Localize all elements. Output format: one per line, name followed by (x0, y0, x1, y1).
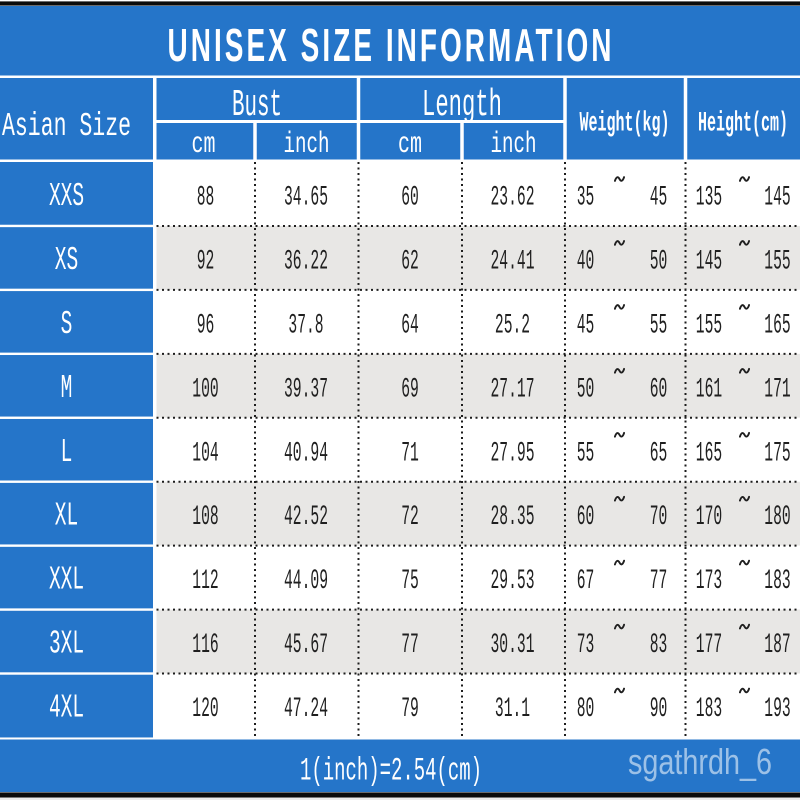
svg-text:inch: inch (284, 128, 330, 162)
svg-text:45: 45 (650, 183, 668, 214)
svg-text:27.95: 27.95 (491, 438, 535, 469)
svg-text:193: 193 (764, 694, 790, 725)
svg-text:60: 60 (577, 502, 595, 533)
svg-text:40: 40 (577, 246, 595, 277)
svg-text:XL: XL (55, 498, 78, 535)
svg-text:39.37: 39.37 (284, 374, 328, 405)
svg-text:27.17: 27.17 (491, 374, 535, 405)
svg-text:3XL: 3XL (49, 626, 84, 663)
svg-text:90: 90 (650, 694, 668, 725)
svg-text:4XL: 4XL (49, 690, 84, 727)
svg-text:24.41: 24.41 (491, 246, 535, 277)
svg-text:145: 145 (696, 246, 722, 277)
svg-text:Height(cm): Height(cm) (698, 109, 788, 140)
svg-text:30.31: 30.31 (491, 630, 535, 661)
svg-text:35: 35 (577, 183, 595, 214)
svg-text:180: 180 (764, 502, 790, 533)
svg-text:Asian Size: Asian Size (2, 108, 131, 145)
svg-text:165: 165 (696, 438, 722, 469)
svg-text:73: 73 (577, 630, 595, 661)
svg-text:65: 65 (650, 438, 668, 469)
svg-text:112: 112 (192, 566, 218, 597)
svg-text:88: 88 (197, 183, 215, 214)
svg-text:75: 75 (401, 566, 419, 597)
svg-text:Bust: Bust (232, 84, 282, 127)
svg-text:sgathrdh_6: sgathrdh_6 (628, 741, 772, 782)
svg-text:170: 170 (696, 502, 722, 533)
svg-text:55: 55 (650, 310, 668, 341)
svg-text:XXL: XXL (49, 562, 84, 599)
svg-text:155: 155 (764, 246, 790, 277)
svg-text:62: 62 (401, 246, 419, 277)
svg-text:187: 187 (764, 630, 790, 661)
svg-text:67: 67 (577, 566, 595, 597)
svg-text:55: 55 (577, 438, 595, 469)
svg-text:80: 80 (577, 694, 595, 725)
svg-text:45.67: 45.67 (284, 630, 328, 661)
svg-text:XS: XS (55, 242, 78, 279)
svg-text:M: M (61, 370, 73, 407)
svg-text:83: 83 (650, 630, 668, 661)
svg-text:155: 155 (696, 310, 722, 341)
svg-text:50: 50 (577, 374, 595, 405)
svg-text:77: 77 (650, 566, 668, 597)
svg-text:165: 165 (764, 310, 790, 341)
svg-text:145: 145 (764, 183, 790, 214)
svg-text:47.24: 47.24 (284, 694, 328, 725)
svg-text:79: 79 (401, 694, 419, 725)
svg-text:UNISEX SIZE INFORMATION: UNISEX SIZE INFORMATION (168, 19, 615, 71)
svg-text:60: 60 (650, 374, 668, 405)
svg-text:XXS: XXS (49, 178, 84, 215)
svg-text:40.94: 40.94 (284, 438, 328, 469)
svg-text:L: L (61, 434, 73, 471)
svg-text:70: 70 (650, 502, 668, 533)
svg-text:135: 135 (696, 183, 722, 214)
svg-text:inch: inch (491, 128, 537, 162)
svg-text:42.52: 42.52 (284, 502, 328, 533)
svg-text:69: 69 (401, 374, 419, 405)
svg-text:50: 50 (650, 246, 668, 277)
svg-text:183: 183 (764, 566, 790, 597)
svg-text:108: 108 (192, 502, 218, 533)
svg-text:171: 171 (764, 374, 790, 405)
svg-text:44.09: 44.09 (284, 566, 328, 597)
svg-text:45: 45 (577, 310, 595, 341)
svg-text:161: 161 (696, 374, 722, 405)
svg-text:72: 72 (401, 502, 419, 533)
svg-text:28.35: 28.35 (491, 502, 535, 533)
svg-text:60: 60 (401, 183, 419, 214)
svg-text:Length: Length (422, 84, 502, 127)
svg-text:183: 183 (696, 694, 722, 725)
svg-text:23.62: 23.62 (491, 183, 535, 214)
svg-text:96: 96 (197, 310, 215, 341)
svg-text:34.65: 34.65 (284, 183, 328, 214)
svg-text:120: 120 (192, 694, 218, 725)
svg-text:104: 104 (192, 438, 218, 469)
svg-text:173: 173 (696, 566, 722, 597)
svg-text:Weight(kg): Weight(kg) (580, 109, 670, 140)
svg-text:S: S (61, 306, 73, 343)
svg-text:116: 116 (192, 630, 218, 661)
svg-text:64: 64 (401, 310, 419, 341)
svg-text:100: 100 (192, 374, 218, 405)
svg-text:1(inch)=2.54(cm): 1(inch)=2.54(cm) (300, 753, 482, 790)
svg-text:cm: cm (192, 128, 216, 162)
svg-text:25.2: 25.2 (495, 310, 530, 341)
svg-text:cm: cm (398, 128, 422, 162)
svg-text:36.22: 36.22 (284, 246, 328, 277)
svg-text:177: 177 (696, 630, 722, 661)
svg-text:29.53: 29.53 (491, 566, 535, 597)
svg-text:92: 92 (197, 246, 215, 277)
svg-text:37.8: 37.8 (288, 310, 323, 341)
svg-text:71: 71 (401, 438, 419, 469)
svg-text:31.1: 31.1 (495, 694, 530, 725)
svg-text:77: 77 (401, 630, 419, 661)
svg-text:175: 175 (764, 438, 790, 469)
